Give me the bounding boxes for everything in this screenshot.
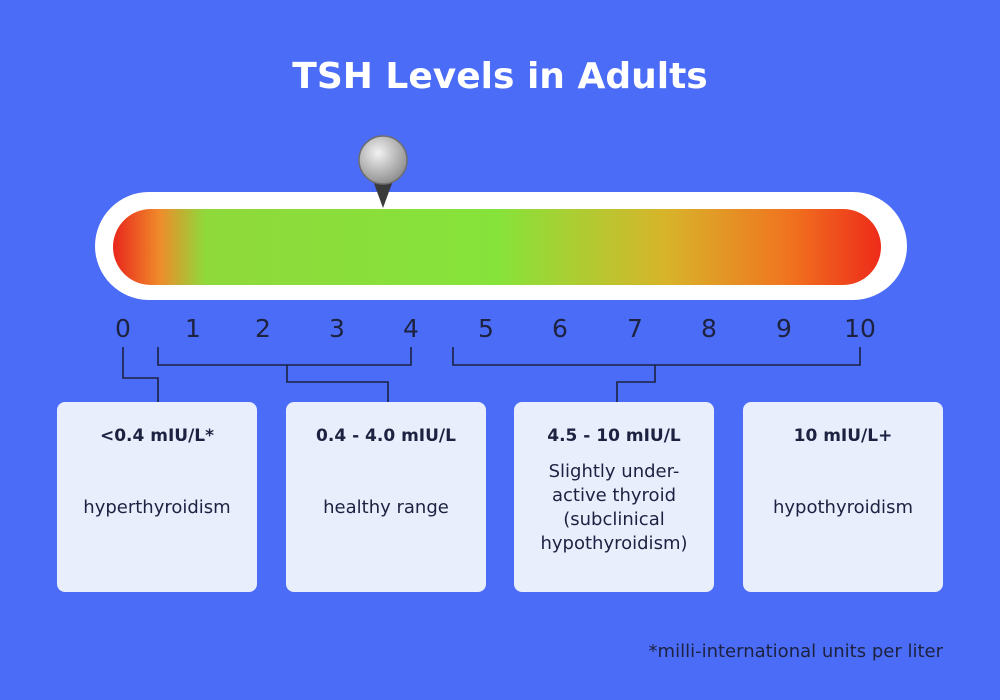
range-box bbox=[743, 402, 943, 592]
description: active thyroid bbox=[552, 485, 676, 506]
description: hypothyroidism) bbox=[541, 533, 688, 554]
tick-label: 5 bbox=[478, 314, 494, 343]
pin bbox=[358, 135, 408, 208]
tick-label: 1 bbox=[185, 314, 201, 343]
tick-label: 10 bbox=[844, 314, 876, 343]
tick-label: 7 bbox=[627, 314, 643, 343]
description: hypothyroidism bbox=[773, 497, 913, 518]
tick-label: 6 bbox=[552, 314, 568, 343]
footnote: *milli-international units per liter bbox=[649, 641, 944, 662]
description: Slightly under- bbox=[549, 461, 680, 482]
bar-gradient bbox=[113, 209, 881, 285]
description: healthy range bbox=[323, 497, 449, 518]
range-box bbox=[514, 402, 714, 592]
description: (subclinical bbox=[563, 509, 664, 530]
tick-label: 2 bbox=[255, 314, 271, 343]
range-label: 0.4 - 4.0 mIU/L bbox=[316, 426, 456, 446]
range-box bbox=[286, 402, 486, 592]
tick-label: 4 bbox=[403, 314, 419, 343]
tick-label: 8 bbox=[701, 314, 717, 343]
tick-label: 0 bbox=[115, 314, 131, 343]
range-box bbox=[57, 402, 257, 592]
range-label: 4.5 - 10 mIU/L bbox=[547, 426, 681, 446]
brackets bbox=[122, 347, 861, 402]
tick-label: 3 bbox=[329, 314, 345, 343]
tick-label: 9 bbox=[776, 314, 792, 343]
range-label: <0.4 mIU/L* bbox=[100, 426, 214, 446]
range-label: 10 mIU/L+ bbox=[794, 426, 893, 446]
description: hyperthyroidism bbox=[83, 497, 230, 518]
title: TSH Levels in Adults bbox=[292, 56, 707, 97]
